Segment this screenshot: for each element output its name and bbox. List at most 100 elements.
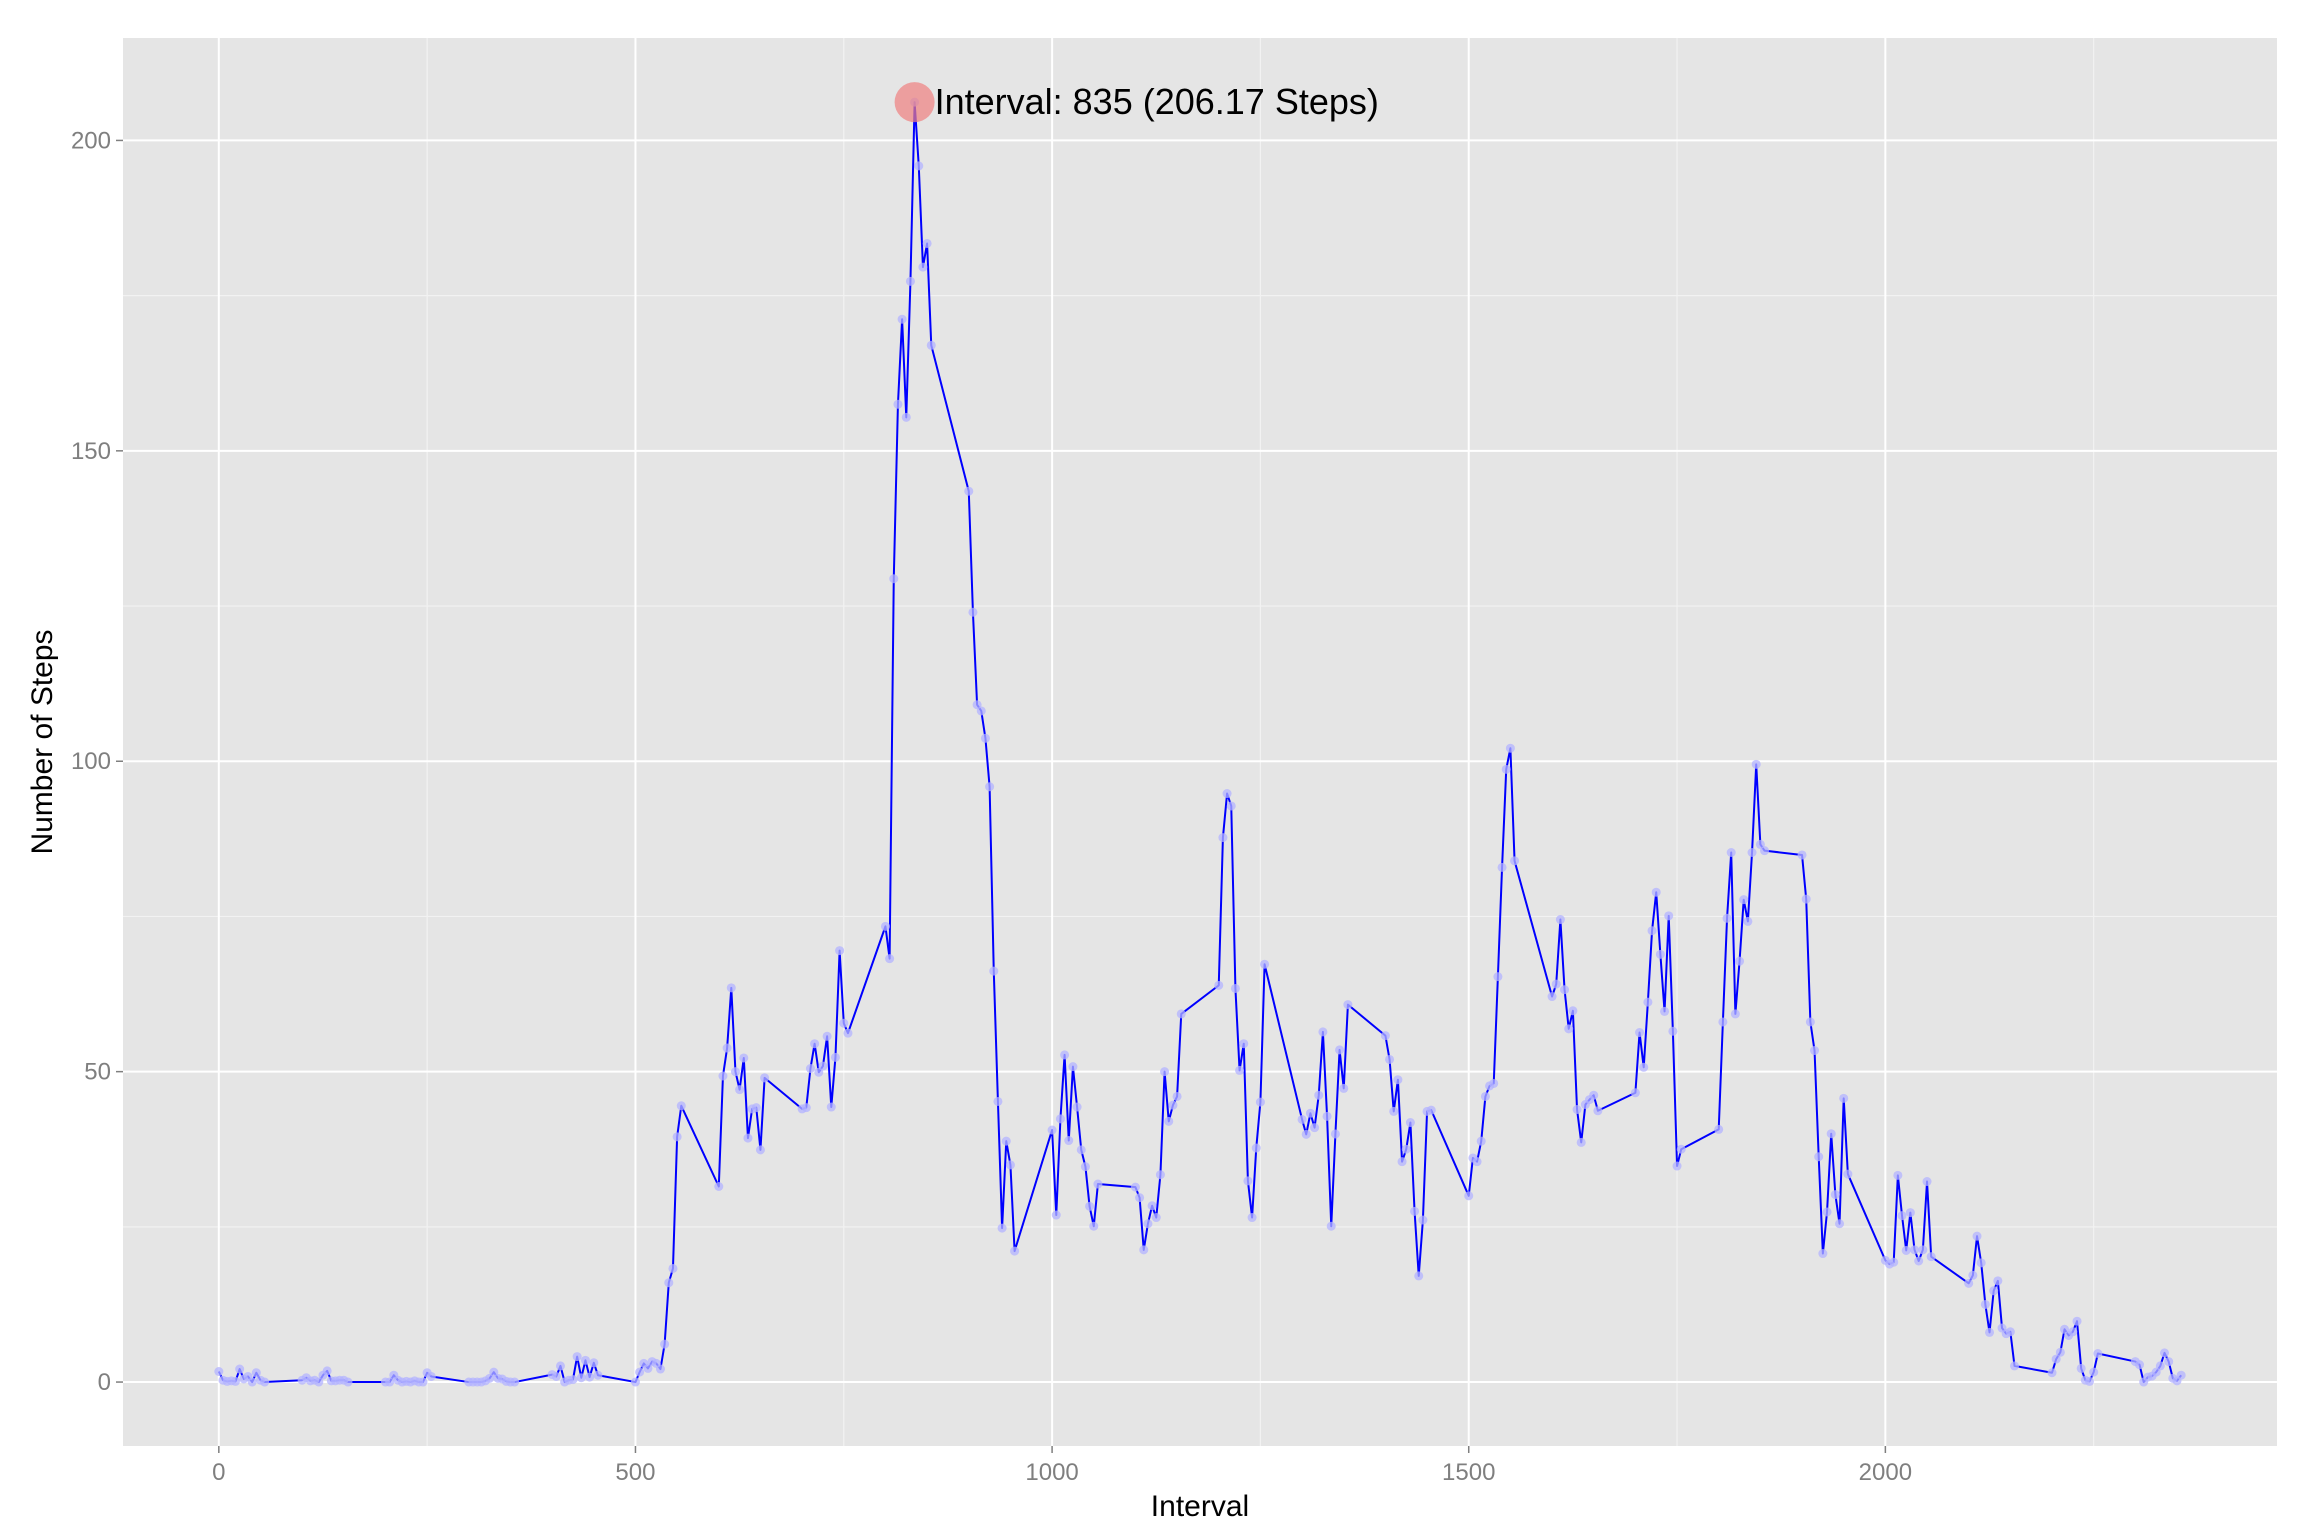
data-point — [1910, 1245, 1920, 1255]
data-point — [1260, 959, 1270, 969]
data-point — [1889, 1257, 1899, 1267]
data-point — [1322, 1111, 1332, 1121]
data-point — [1005, 1160, 1015, 1170]
data-point — [1093, 1179, 1103, 1189]
data-point — [1564, 1024, 1574, 1034]
data-point — [1426, 1105, 1436, 1115]
data-point — [1343, 1000, 1353, 1010]
data-point — [426, 1371, 436, 1381]
data-point — [1497, 862, 1507, 872]
data-point — [2135, 1360, 2145, 1370]
data-point — [743, 1133, 753, 1143]
data-point — [1464, 1191, 1474, 1201]
data-point — [901, 412, 911, 422]
data-point — [580, 1355, 590, 1365]
data-point — [2072, 1316, 2082, 1326]
data-point — [1068, 1062, 1078, 1072]
data-point — [1330, 1129, 1340, 1139]
data-point — [1560, 985, 1570, 995]
data-point — [1635, 1028, 1645, 1038]
data-point — [1714, 1124, 1724, 1134]
data-point — [1735, 956, 1745, 966]
data-point — [810, 1039, 820, 1049]
data-point — [1222, 789, 1232, 799]
data-point — [1172, 1091, 1182, 1101]
data-point — [1305, 1108, 1315, 1118]
data-point — [593, 1370, 603, 1380]
x-tick-label: 0 — [212, 1459, 225, 1486]
data-point — [668, 1263, 678, 1273]
data-point — [510, 1377, 520, 1387]
data-point — [1818, 1249, 1828, 1259]
data-point — [989, 966, 999, 976]
data-point — [1664, 911, 1674, 921]
data-point — [1814, 1152, 1824, 1162]
data-point — [993, 1096, 1003, 1106]
data-point — [1672, 1161, 1682, 1171]
data-point — [1251, 1143, 1261, 1153]
y-axis-title: Number of Steps — [26, 629, 59, 854]
data-point — [751, 1103, 761, 1113]
data-point — [968, 607, 978, 617]
data-point — [839, 1018, 849, 1028]
data-point — [1822, 1207, 1832, 1217]
data-point — [2176, 1370, 2186, 1380]
data-point — [260, 1377, 270, 1387]
data-point — [1551, 979, 1561, 989]
data-point — [730, 1067, 740, 1077]
data-point — [726, 983, 736, 993]
data-point — [1339, 1083, 1349, 1093]
data-point — [1985, 1327, 1995, 1337]
data-point — [1380, 1031, 1390, 1041]
data-point — [1722, 913, 1732, 923]
y-tick-label: 150 — [71, 438, 111, 465]
data-point — [914, 161, 924, 171]
data-point — [830, 1052, 840, 1062]
x-tick-label: 500 — [615, 1459, 655, 1486]
data-point — [1643, 997, 1653, 1007]
y-tick-label: 50 — [84, 1059, 111, 1086]
data-point — [1547, 992, 1557, 1002]
data-point — [980, 733, 990, 743]
data-point — [322, 1366, 332, 1376]
data-point — [1076, 1145, 1086, 1155]
data-point — [1651, 887, 1661, 897]
data-point — [718, 1071, 728, 1081]
x-tick-label: 1000 — [1025, 1459, 1078, 1486]
data-point — [897, 314, 907, 324]
data-point — [1001, 1136, 1011, 1146]
data-point — [1235, 1065, 1245, 1075]
data-point — [1151, 1213, 1161, 1223]
data-point — [1160, 1067, 1170, 1077]
data-point — [1080, 1162, 1090, 1172]
data-point — [676, 1101, 686, 1111]
data-point — [1135, 1193, 1145, 1203]
data-point — [1143, 1219, 1153, 1229]
data-point — [576, 1373, 586, 1383]
data-point — [1476, 1136, 1486, 1146]
data-point — [1393, 1075, 1403, 1085]
data-point — [1989, 1286, 1999, 1296]
data-point — [755, 1145, 765, 1155]
data-point — [1505, 743, 1515, 753]
data-point — [672, 1132, 682, 1142]
data-point — [926, 340, 936, 350]
data-point — [2076, 1363, 2086, 1373]
x-axis-title: Interval — [1151, 1490, 1249, 1523]
data-point — [2047, 1368, 2057, 1378]
data-point — [1510, 856, 1520, 866]
y-tick-label: 200 — [71, 127, 111, 154]
data-point — [889, 574, 899, 584]
data-point — [1797, 850, 1807, 860]
data-point — [997, 1223, 1007, 1233]
data-point — [880, 921, 890, 931]
data-point — [1010, 1246, 1020, 1256]
data-point — [1760, 846, 1770, 856]
data-point — [905, 276, 915, 286]
data-point — [1739, 895, 1749, 905]
data-point — [314, 1377, 324, 1387]
y-tick-label: 100 — [71, 748, 111, 775]
data-point — [976, 706, 986, 716]
x-tick-label: 1500 — [1442, 1459, 1495, 1486]
data-point — [2055, 1347, 2065, 1357]
